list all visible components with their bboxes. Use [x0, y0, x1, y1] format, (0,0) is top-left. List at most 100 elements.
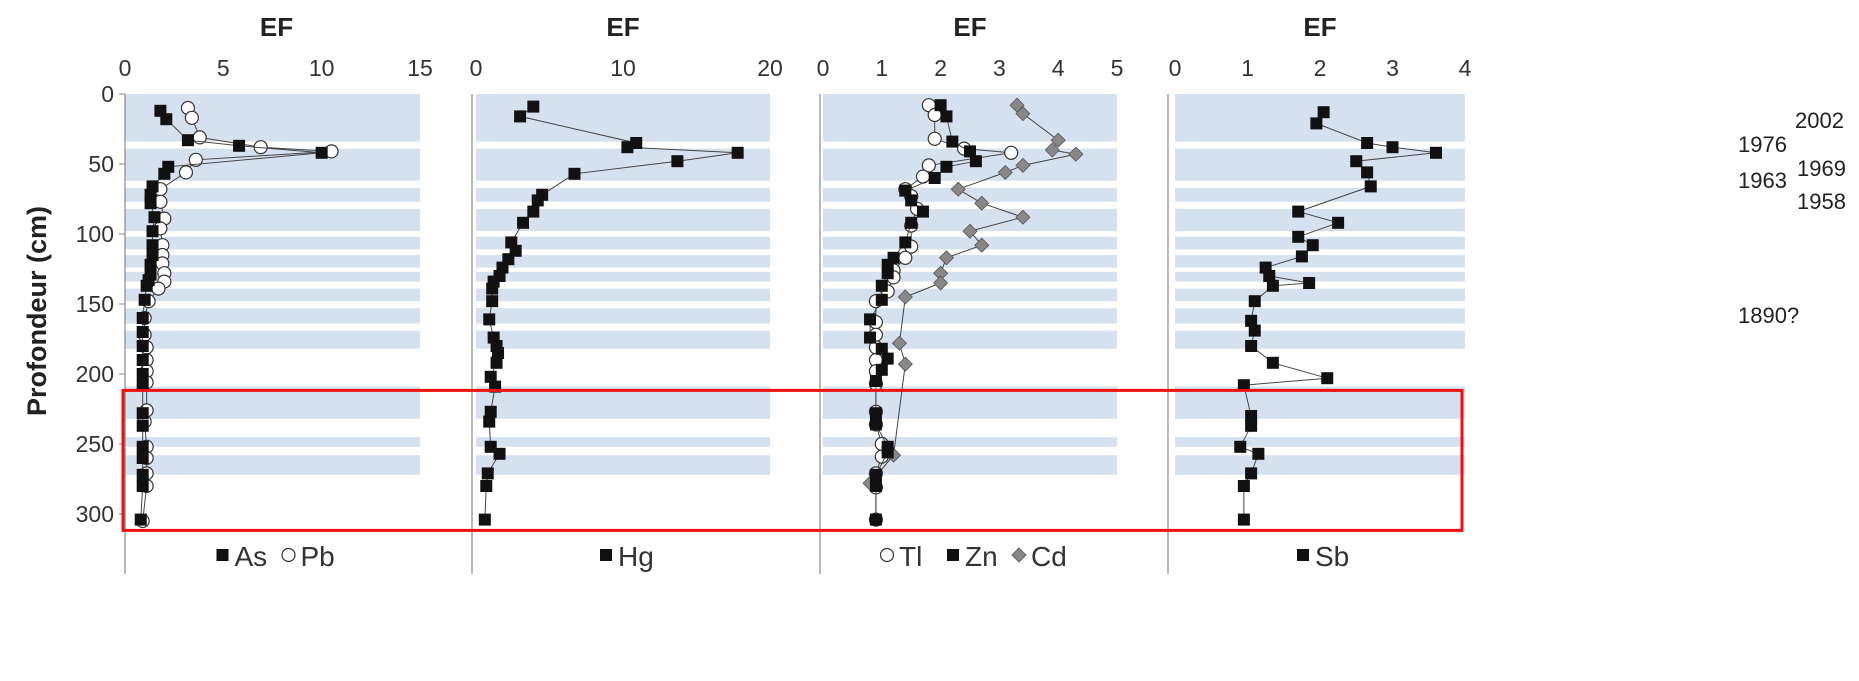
x-tick-label: 4: [1459, 55, 1472, 81]
series-cd: [862, 97, 1084, 491]
data-point: [527, 100, 540, 113]
shaded-band: [476, 455, 770, 475]
data-point: [216, 549, 229, 561]
panel-title: EF: [953, 12, 986, 42]
data-point: [134, 513, 147, 526]
y-tick-label: 150: [76, 291, 114, 317]
data-point: [1015, 209, 1031, 225]
data-point: [1321, 372, 1334, 385]
data-point: [881, 446, 894, 459]
data-point: [928, 172, 941, 184]
data-point: [869, 513, 882, 526]
data-point: [502, 253, 515, 266]
shaded-band: [476, 255, 770, 268]
data-point: [905, 216, 918, 229]
data-point: [621, 141, 634, 154]
data-point: [138, 293, 151, 306]
data-point: [1237, 480, 1250, 492]
x-tick-label: 5: [217, 55, 230, 81]
data-point: [899, 236, 912, 249]
data-point: [493, 447, 506, 460]
data-point: [1266, 356, 1279, 369]
data-point: [864, 331, 877, 344]
legend-item: Hg: [600, 541, 654, 572]
data-point: [600, 549, 612, 561]
data-point: [974, 237, 990, 253]
data-point: [969, 155, 982, 168]
data-point: [1015, 157, 1031, 173]
y-tick-label: 50: [88, 151, 114, 177]
legend-label: Zn: [965, 541, 998, 572]
y-tick-label: 100: [76, 221, 114, 247]
x-tick-label: 3: [993, 55, 1006, 81]
data-point: [136, 419, 149, 432]
data-point: [1004, 145, 1019, 160]
data-point: [1364, 180, 1377, 193]
data-point: [1011, 547, 1027, 563]
data-point: [940, 110, 953, 123]
shaded-band: [476, 148, 770, 181]
data-point: [1245, 314, 1258, 327]
legend-item: Cd: [1011, 541, 1067, 572]
shaded-band: [823, 94, 1117, 142]
legend-item: Pb: [281, 541, 335, 572]
data-point: [1237, 513, 1250, 526]
data-point: [1044, 142, 1060, 158]
data-point: [136, 312, 149, 324]
panel-title: EF: [260, 12, 293, 42]
data-point: [1292, 205, 1305, 218]
x-tick-label: 2: [1314, 55, 1327, 81]
data-point: [869, 480, 882, 492]
y-tick-label: 0: [101, 81, 114, 107]
shaded-band: [823, 236, 1117, 250]
shaded-band: [125, 288, 420, 302]
data-point: [484, 370, 497, 383]
data-point: [146, 249, 159, 261]
year-label: 1890?: [1738, 303, 1799, 328]
shaded-band: [476, 437, 770, 447]
shaded-band: [1175, 208, 1465, 232]
data-point: [184, 110, 199, 125]
shaded-band: [125, 271, 420, 282]
data-point: [136, 480, 149, 492]
data-point: [509, 244, 522, 257]
shaded-band: [125, 94, 420, 142]
x-tick-label: 1: [1241, 55, 1254, 81]
shaded-band: [823, 437, 1117, 447]
data-point: [233, 139, 246, 152]
data-point: [671, 155, 684, 168]
data-point: [1332, 216, 1345, 229]
shaded-band: [125, 455, 420, 475]
data-point: [891, 335, 908, 351]
shaded-band: [823, 455, 1117, 475]
legend-label: Sb: [1315, 541, 1349, 572]
legend-label: Cd: [1031, 541, 1067, 572]
shaded-band: [125, 255, 420, 268]
data-point: [160, 113, 173, 126]
x-tick-label: 10: [309, 55, 335, 81]
y-axis-label: Profondeur (cm): [22, 206, 52, 416]
data-point: [136, 354, 149, 366]
data-point: [940, 160, 953, 173]
data-point: [950, 181, 966, 197]
shaded-band: [1175, 236, 1465, 250]
data-point: [879, 547, 895, 563]
data-point: [997, 164, 1013, 180]
data-point: [492, 347, 505, 359]
data-point: [527, 205, 540, 218]
data-point: [898, 250, 913, 265]
shaded-band: [476, 187, 770, 202]
data-point: [136, 326, 149, 338]
data-point: [146, 225, 159, 238]
y-tick-label: 250: [76, 431, 114, 457]
data-point: [934, 99, 947, 112]
data-point: [478, 513, 491, 526]
legend-label: Pb: [301, 541, 335, 572]
shaded-band: [1175, 386, 1465, 419]
data-point: [938, 250, 955, 266]
data-point: [136, 407, 149, 420]
year-label: 1963: [1738, 168, 1787, 193]
legend-label: Tl: [899, 541, 922, 572]
data-point: [483, 313, 496, 326]
